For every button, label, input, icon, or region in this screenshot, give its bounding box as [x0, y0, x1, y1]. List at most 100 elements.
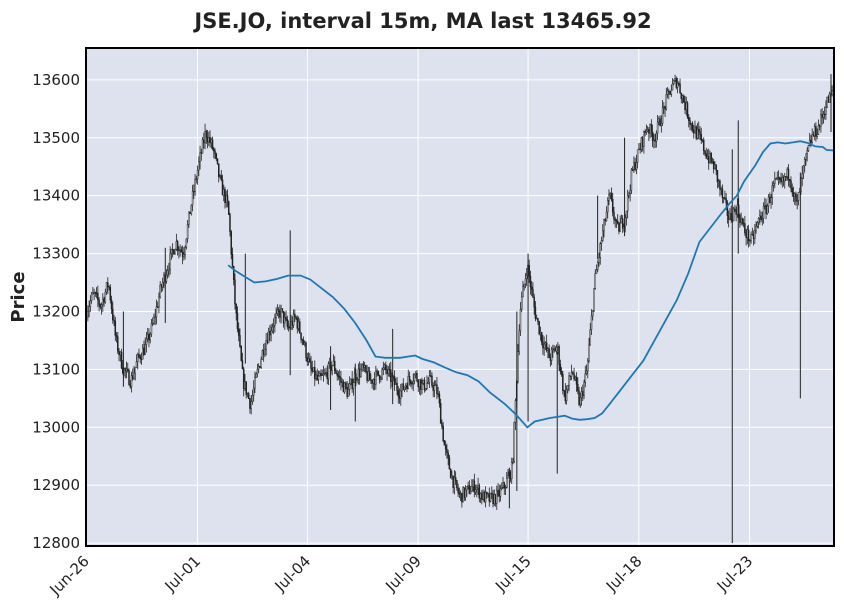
candle-body [211, 139, 214, 150]
candle-body [676, 83, 679, 88]
candle-body [166, 270, 169, 276]
candle-body [634, 162, 636, 170]
x-tick-label: Jun-26 [45, 552, 92, 599]
candle-body [277, 309, 280, 312]
candle-body [538, 321, 540, 335]
candle-body [341, 381, 343, 383]
candle-body [249, 398, 251, 409]
candle-body [120, 351, 123, 369]
candle-body [606, 200, 609, 213]
candle-body [779, 177, 781, 180]
candle-body [186, 224, 189, 240]
candle-body [429, 375, 432, 377]
candle-body [585, 370, 588, 375]
candle-body [679, 83, 681, 94]
candle-body [210, 139, 213, 144]
candle-body [304, 342, 306, 345]
candle-body [219, 175, 221, 178]
candle-body [216, 158, 219, 165]
candle-body [256, 368, 259, 375]
candle-body [599, 243, 601, 258]
candle-body [601, 230, 604, 241]
candle-body [717, 180, 720, 183]
candle-body [683, 95, 685, 103]
candle-body [244, 381, 246, 390]
candle-body [776, 177, 779, 179]
candle-body [352, 382, 355, 390]
candle-body [315, 374, 317, 380]
y-tick-label: 12800 [32, 534, 80, 552]
candle-body [365, 365, 367, 373]
candle-body [636, 149, 639, 163]
candle-body [307, 358, 310, 362]
candle-body [205, 131, 208, 138]
candle-body [406, 385, 408, 389]
candle-body [702, 139, 705, 151]
candle-body [705, 153, 707, 159]
candle-body [194, 179, 196, 192]
candle-body [178, 249, 180, 252]
candle-body [305, 342, 307, 359]
candle-body [368, 370, 371, 381]
candle-body [109, 286, 112, 301]
candle-body [397, 390, 400, 397]
candle-body [200, 152, 203, 154]
candle-body [378, 374, 381, 380]
candle-body [421, 382, 423, 390]
candle-body [272, 325, 275, 328]
candle-body [322, 373, 325, 376]
candle-body [654, 139, 656, 142]
candle-body [346, 387, 348, 397]
candle-body [478, 485, 481, 499]
y-tick-label: 13500 [32, 129, 80, 147]
candle-body [818, 125, 821, 127]
candle-body [811, 134, 813, 143]
candle-body [608, 194, 610, 201]
candle-body [155, 306, 158, 318]
candle-body [494, 494, 497, 504]
candle-body [136, 353, 139, 362]
candle-body [127, 368, 129, 371]
candle-body [231, 253, 234, 267]
y-tick-label: 13000 [32, 418, 80, 436]
candle-body [340, 377, 342, 383]
candle-body [388, 369, 391, 371]
candle-body [517, 351, 519, 382]
candle-body [630, 169, 633, 191]
candle-body [401, 383, 403, 392]
candle-body [462, 487, 464, 503]
candle-body [456, 480, 458, 489]
candle-body [691, 123, 694, 131]
candle-body [143, 347, 145, 355]
candle-body [535, 318, 538, 320]
candle-body [770, 197, 772, 203]
candle-body [825, 106, 827, 115]
candle-body [793, 193, 796, 198]
candle-body [592, 310, 594, 317]
candle-body [747, 229, 750, 242]
candle-body [128, 370, 130, 386]
candle-body [785, 176, 787, 178]
candle-body [132, 375, 134, 380]
candle-body [704, 150, 706, 154]
candle-body [90, 293, 93, 301]
candle-body [275, 313, 277, 318]
candle-body [613, 211, 615, 220]
candle-body [716, 169, 719, 183]
candle-body [529, 275, 532, 288]
candle-body [714, 164, 716, 170]
candle-body [700, 134, 702, 141]
candle-body [463, 487, 466, 498]
candle-body [134, 367, 136, 374]
candle-body [412, 380, 414, 385]
candle-body [513, 422, 515, 462]
candle-body [643, 131, 645, 147]
candle-body [486, 491, 488, 495]
candle-body [239, 335, 241, 347]
candle-body [559, 364, 562, 372]
candle-body [614, 218, 616, 221]
candle-body [367, 370, 370, 381]
candle-body [661, 107, 664, 124]
candle-body [771, 185, 774, 198]
candle-body [582, 391, 584, 396]
